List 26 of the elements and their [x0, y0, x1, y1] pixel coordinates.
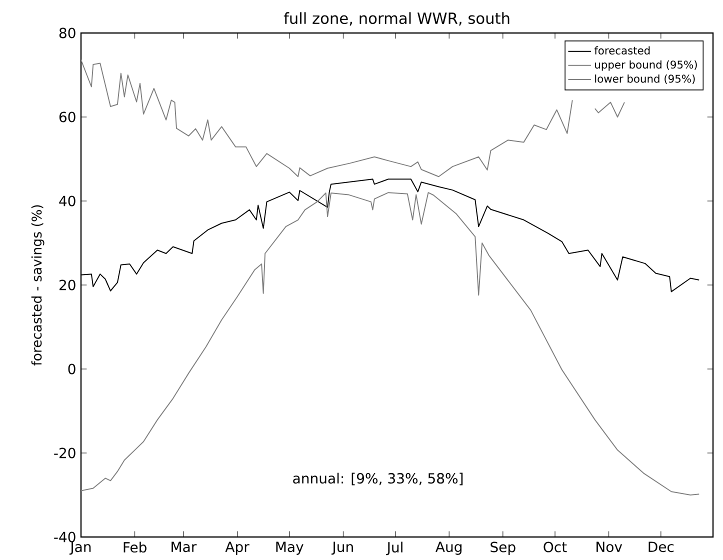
x-tick-label: Apr	[225, 542, 250, 555]
legend-label: lower bound (95%)	[595, 74, 695, 84]
legend-label: upper bound (95%)	[595, 60, 697, 71]
x-tick-label: May	[276, 542, 304, 555]
x-tick-label: Feb	[124, 542, 146, 553]
x-tick-label: Jul	[386, 542, 402, 556]
y-tick-label: 60	[59, 112, 76, 122]
y-tick-label: -40	[54, 532, 76, 542]
legend-label: forecasted	[594, 46, 650, 55]
x-tick-label: Nov	[596, 542, 622, 552]
y-tick-label: 20	[60, 280, 76, 290]
y-tick-label: 80	[59, 28, 76, 38]
x-tick-label: Jun	[332, 542, 353, 555]
y-tick-label: 0	[68, 364, 76, 374]
x-tick-label: Jan	[69, 542, 91, 555]
annotation: annual: [9%, 33%, 58%]	[293, 472, 463, 486]
chart-title: full zone, normal WWR, south	[284, 12, 510, 26]
y-tick-label: 40	[59, 196, 76, 206]
x-tick-label: Dec	[648, 542, 674, 552]
x-tick-label: Sep	[490, 542, 516, 556]
y-tick-label: -20	[54, 448, 76, 458]
x-tick-label: Aug	[436, 542, 462, 555]
x-tick-label: Oct	[544, 542, 567, 552]
y-axis-title: forecasted - savings (%)	[31, 205, 44, 366]
line-series	[81, 192, 700, 496]
x-tick-label: Mar	[172, 542, 197, 552]
